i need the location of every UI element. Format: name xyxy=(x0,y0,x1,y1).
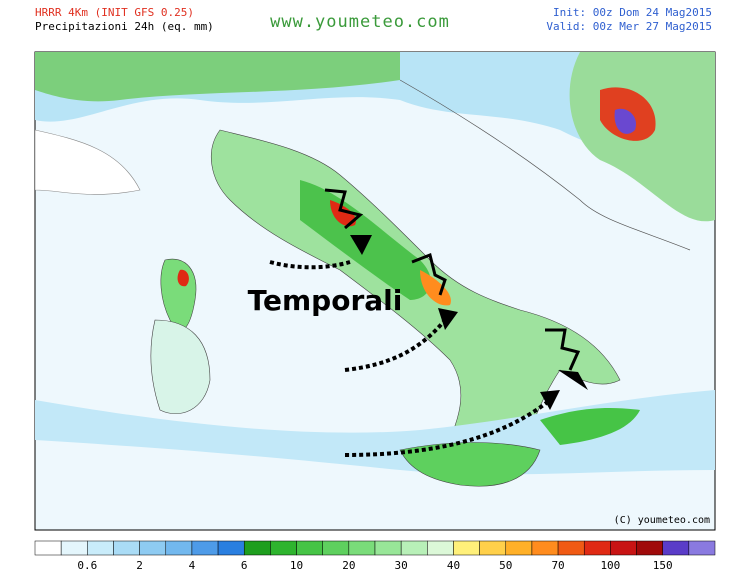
colorbar-swatch xyxy=(60,540,88,556)
colorbar-swatch xyxy=(610,540,637,556)
colorbar-swatch xyxy=(217,540,245,556)
colorbar-swatch xyxy=(139,540,167,556)
colorbar-swatch xyxy=(662,540,690,556)
arrow-heads xyxy=(350,235,588,410)
colorbar-swatch xyxy=(296,540,323,556)
colorbar-label: 0.6 xyxy=(77,559,97,572)
colorbar-swatch xyxy=(427,540,454,556)
colorbar-swatch xyxy=(505,540,533,556)
colorbar-swatch xyxy=(453,540,480,556)
colorbar-swatch xyxy=(636,540,663,556)
colorbar-swatch xyxy=(557,540,585,556)
colorbar-swatch xyxy=(479,540,507,556)
colorbar-swatch xyxy=(113,540,140,556)
init-label: Init: 00z Dom 24 Mag2015 xyxy=(553,6,712,19)
model-label: HRRR 4Km (INIT GFS 0.25) xyxy=(35,6,194,19)
colorbar-label: 100 xyxy=(600,559,620,572)
colorbar-label: 10 xyxy=(290,559,303,572)
colorbar-swatch xyxy=(531,540,559,556)
colorbar-swatch xyxy=(243,540,271,556)
arrows xyxy=(269,260,552,457)
map-field xyxy=(35,52,715,487)
colorbar-label: 150 xyxy=(653,559,673,572)
colorbar-swatch xyxy=(322,540,350,556)
valid-label: Valid: 00z Mer 27 Mag2015 xyxy=(546,20,712,33)
colorbar-swatch xyxy=(270,540,297,556)
colorbar-label: 20 xyxy=(342,559,355,572)
colorbar-label: 2 xyxy=(136,559,143,572)
colorbar-swatch xyxy=(583,540,611,556)
bolts xyxy=(324,188,581,371)
site-label: www.youmeteo.com xyxy=(270,12,450,32)
field-label: Precipitazioni 24h (eq. mm) xyxy=(35,20,214,33)
colorbar-label: 6 xyxy=(241,559,248,572)
copyright: (C) youmeteo.com xyxy=(614,515,710,526)
colorbar-label: 4 xyxy=(189,559,196,572)
colorbar-swatch xyxy=(348,540,376,556)
colorbar-swatch xyxy=(87,540,114,556)
colorbar-swatch xyxy=(34,540,62,556)
annotation: Temporali xyxy=(248,284,403,317)
colorbar-swatch xyxy=(374,540,402,556)
colorbar-label: 70 xyxy=(551,559,564,572)
colorbar-swatch xyxy=(688,540,716,556)
colorbar-label: 30 xyxy=(395,559,408,572)
colorbar-label: 40 xyxy=(447,559,460,572)
colorbar-swatch xyxy=(165,540,193,556)
colorbar-label: 50 xyxy=(499,559,512,572)
map: Temporali (C) youmeteo.com xyxy=(34,51,716,531)
colorbar-swatch xyxy=(400,540,428,556)
colorbar-swatch xyxy=(191,540,219,556)
